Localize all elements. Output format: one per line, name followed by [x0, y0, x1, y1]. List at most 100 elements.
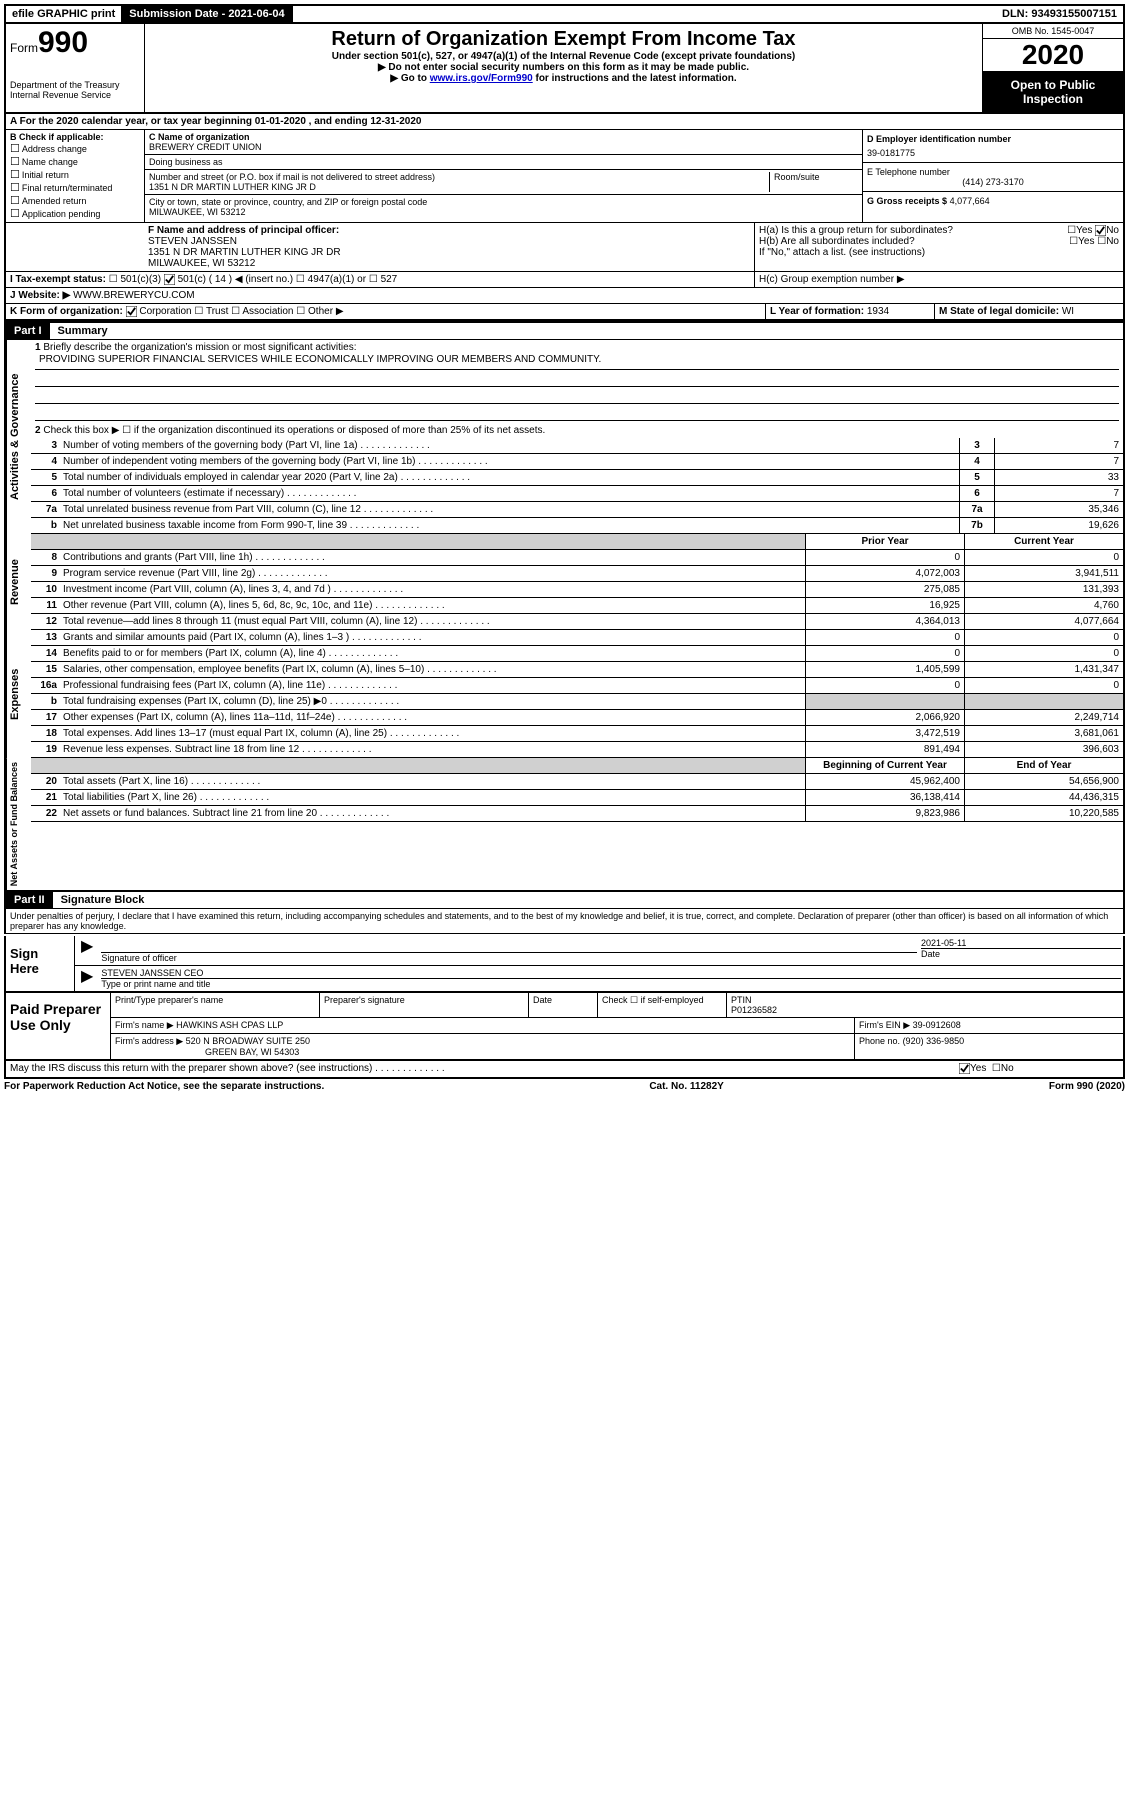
website-value: WWW.BREWERYCU.COM [73, 290, 194, 301]
end-year-header: End of Year [964, 758, 1123, 773]
header-center: Return of Organization Exempt From Incom… [145, 24, 983, 112]
discuss-yes[interactable]: Yes [970, 1064, 986, 1075]
chk-other[interactable]: ☐ Other ▶ [296, 306, 343, 317]
paid-preparer-label: Paid Preparer Use Only [6, 993, 111, 1059]
row-num: 4 [31, 454, 59, 469]
row-label: Total expenses. Add lines 13–17 (must eq… [59, 726, 805, 741]
section-m: M State of legal domicile: WI [935, 304, 1123, 319]
row-label: Investment income (Part VIII, column (A)… [59, 582, 805, 597]
row-num: 7a [31, 502, 59, 517]
ein-block: D Employer identification number 39-0181… [863, 130, 1123, 163]
phone-block: E Telephone number (414) 273-3170 [863, 163, 1123, 192]
prior-value: 0 [805, 630, 964, 645]
discuss-no[interactable]: No [1001, 1064, 1014, 1075]
irs-link[interactable]: www.irs.gov/Form990 [430, 73, 533, 84]
chk-final-return[interactable]: ☐Final return/terminated [10, 181, 140, 194]
ein-value: 39-0181775 [867, 148, 1119, 158]
section-b: B Check if applicable: ☐Address change ☐… [6, 130, 145, 222]
address-block: Number and street (or P.O. box if mail i… [145, 170, 862, 195]
perjury-statement: Under penalties of perjury, I declare th… [4, 909, 1125, 934]
chk-corporation[interactable]: Corporation [126, 306, 192, 317]
chk-name-change[interactable]: ☐Name change [10, 155, 140, 168]
chk-application-pending[interactable]: ☐Application pending [10, 207, 140, 220]
net-assets-section: Net Assets or Fund Balances Beginning of… [4, 758, 1125, 892]
current-value: 44,436,315 [964, 790, 1123, 805]
current-value: 0 [964, 630, 1123, 645]
gross-receipts-label: G Gross receipts $ [867, 196, 947, 206]
part1-header: Part I Summary [4, 321, 1125, 340]
sig-row-1: ▶ Signature of officer 2021-05-11 Date [75, 936, 1123, 966]
section-k: K Form of organization: Corporation ☐ Tr… [6, 304, 766, 319]
row-label: Total number of volunteers (estimate if … [59, 486, 959, 501]
row-num: 19 [31, 742, 59, 757]
year-formation-value: 1934 [867, 306, 889, 317]
form-number: Form990 [10, 26, 140, 60]
chk-association[interactable]: ☐ Association [231, 306, 293, 317]
chk-initial-return[interactable]: ☐Initial return [10, 168, 140, 181]
addr-value: 1351 N DR MARTIN LUTHER KING JR D [149, 182, 769, 192]
check-self-employed[interactable]: Check ☐ if self-employed [598, 993, 727, 1017]
ein-label: D Employer identification number [867, 134, 1119, 144]
row-label: Other expenses (Part IX, column (A), lin… [59, 710, 805, 725]
governance-row: 6 Total number of volunteers (estimate i… [31, 486, 1123, 502]
tax-year: 2020 [983, 39, 1123, 72]
row-label: Revenue less expenses. Subtract line 18 … [59, 742, 805, 757]
form-header: Form990 Department of the Treasury Inter… [4, 24, 1125, 114]
row-num: 6 [31, 486, 59, 501]
inst2-post: for instructions and the latest informat… [533, 73, 737, 84]
governance-row: 4 Number of independent voting members o… [31, 454, 1123, 470]
row-box: 5 [959, 470, 994, 485]
chk-trust[interactable]: ☐ Trust [194, 306, 228, 317]
instruction-2: ▶ Go to www.irs.gov/Form990 for instruct… [149, 73, 978, 84]
officer-name: STEVEN JANSSEN [148, 236, 750, 247]
officer-signature-line [101, 938, 917, 953]
governance-row: b Net unrelated business taxable income … [31, 518, 1123, 534]
section-i: I Tax-exempt status: ☐ 501(c)(3) 501(c) … [6, 272, 755, 287]
row-box: 4 [959, 454, 994, 469]
form-org-label: K Form of organization: [10, 306, 123, 317]
row-value: 19,626 [994, 518, 1123, 533]
row-num: 12 [31, 614, 59, 629]
footer: For Paperwork Reduction Act Notice, see … [4, 1079, 1125, 1094]
mission-text: PROVIDING SUPERIOR FINANCIAL SERVICES WH… [35, 353, 1119, 370]
prior-value: 0 [805, 646, 964, 661]
row-value: 35,346 [994, 502, 1123, 517]
dots [375, 1063, 444, 1074]
hb-label: H(b) Are all subordinates included? [759, 236, 915, 247]
row-num: 17 [31, 710, 59, 725]
officer-label: F Name and address of principal officer: [148, 225, 750, 236]
org-name: BREWERY CREDIT UNION [149, 142, 858, 152]
section-b-label: B Check if applicable: [10, 132, 140, 142]
row-num: 14 [31, 646, 59, 661]
chk-amended-return[interactable]: ☐Amended return [10, 194, 140, 207]
prior-value: 45,962,400 [805, 774, 964, 789]
sign-here-label: Sign Here [6, 936, 75, 991]
chk-527[interactable]: ☐ 527 [369, 274, 397, 285]
section-c: C Name of organization BREWERY CREDIT UN… [145, 130, 863, 222]
prior-value: 3,472,519 [805, 726, 964, 741]
prep-row-2: Firm's name ▶ HAWKINS ASH CPAS LLP Firm'… [111, 1018, 1123, 1034]
firm-addr-value: 520 N BROADWAY SUITE 250 [186, 1036, 310, 1046]
table-row: 12 Total revenue—add lines 8 through 11 … [31, 614, 1123, 630]
chk-501c3[interactable]: ☐ 501(c)(3) [109, 274, 161, 285]
gross-receipts-block: G Gross receipts $ 4,077,664 [863, 192, 1123, 210]
chk-501c[interactable]: 501(c) ( 14 ) ◀ (insert no.) [164, 274, 293, 285]
ptin-block: PTIN P01236582 [727, 993, 1123, 1017]
discuss-yesno: Yes ☐No [955, 1061, 1123, 1076]
sig-arrow-1: ▶ [75, 936, 99, 965]
discuss-row: May the IRS discuss this return with the… [4, 1061, 1125, 1078]
prior-year-header: Prior Year [805, 534, 964, 549]
table-row: b Total fundraising expenses (Part IX, c… [31, 694, 1123, 710]
chk-address-change[interactable]: ☐Address change [10, 142, 140, 155]
table-row: 17 Other expenses (Part IX, column (A), … [31, 710, 1123, 726]
part1-title: Summary [50, 323, 116, 339]
ha-yesno: ☐Yes No [1067, 225, 1119, 236]
chk-4947[interactable]: ☐ 4947(a)(1) or [296, 274, 366, 285]
current-value: 3,941,511 [964, 566, 1123, 581]
year-formation-label: L Year of formation: [770, 306, 864, 317]
hc-label: H(c) Group exemption number ▶ [759, 274, 905, 285]
current-value: 2,249,714 [964, 710, 1123, 725]
ptin-label: PTIN [731, 995, 752, 1005]
current-value: 4,077,664 [964, 614, 1123, 629]
row-box: 7b [959, 518, 994, 533]
